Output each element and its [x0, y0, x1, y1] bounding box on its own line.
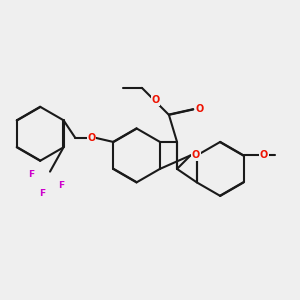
- Text: O: O: [192, 150, 200, 161]
- Text: O: O: [260, 150, 268, 161]
- Text: F: F: [58, 181, 64, 190]
- Text: F: F: [28, 170, 34, 179]
- Text: F: F: [39, 189, 45, 198]
- Text: O: O: [87, 133, 95, 143]
- Text: O: O: [151, 95, 160, 105]
- Text: O: O: [195, 104, 204, 115]
